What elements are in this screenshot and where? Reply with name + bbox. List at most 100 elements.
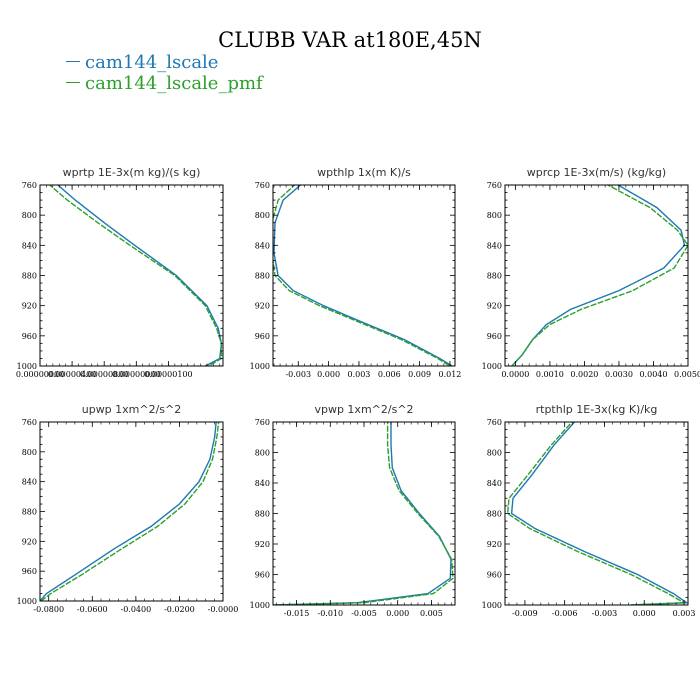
x-tick-label: 0.006 — [378, 370, 401, 379]
y-tick-label: 1000 — [482, 601, 502, 610]
x-tick-label: -0.006 — [552, 609, 578, 618]
y-tick-label: 840 — [22, 478, 37, 487]
x-tick-label: -0.0600 — [77, 605, 108, 614]
panel-1: wprtp 1E-3x(m kg)/(s kg) 760 800 840 880 920 9… — [16, 166, 224, 379]
y-tick-label: 960 — [487, 332, 502, 341]
x-tick-label: 0.000 — [386, 609, 409, 618]
y-tick-label: 880 — [487, 272, 502, 281]
legend-label-2: cam144_lscale_pmf — [85, 73, 263, 94]
y-tick-label: 880 — [255, 510, 270, 519]
x-tick-label: 0.005 — [420, 609, 443, 618]
series-line-2 — [273, 185, 451, 366]
y-tick-label: 880 — [487, 510, 502, 519]
plot-frame — [272, 184, 456, 367]
plot-frame — [39, 421, 224, 602]
x-tick-label: 0.009 — [408, 370, 431, 379]
x-tick-label: 0.000 — [633, 609, 656, 618]
y-tick-label: 800 — [255, 449, 270, 458]
y-tick-label: 1000 — [250, 362, 270, 371]
legend-line-2 — [66, 82, 80, 83]
panel-5: vpwp 1xm^2/s^2 760 800 840 880 920 960 1000 -0.0… — [250, 403, 456, 618]
panel-title: rtpthlp 1E-3x(kg K)/kg — [536, 403, 658, 416]
y-tick-label: 840 — [255, 241, 270, 250]
legend-label-1: cam144_lscale — [85, 52, 219, 73]
panel-title: upwp 1xm^2/s^2 — [82, 403, 182, 416]
x-tick-label: -0.0200 — [164, 605, 195, 614]
series-line-2 — [276, 422, 454, 605]
legend-item-2: cam144_lscale_pmf — [66, 73, 263, 94]
x-tick-label: 0.003 — [347, 370, 370, 379]
x-tick-label: 0.00000100 — [144, 370, 192, 379]
x-tick-label: 0.003 — [673, 609, 696, 618]
y-tick-label: 760 — [487, 181, 502, 190]
panel-title: wpthlp 1x(m K)/s — [317, 166, 411, 179]
y-tick-label: 800 — [22, 448, 37, 457]
series-line-1 — [273, 185, 453, 366]
y-tick-label: 760 — [22, 181, 37, 190]
y-tick-label: 960 — [255, 571, 270, 580]
panel-6: rtpthlp 1E-3x(kg K)/kg 760 800 840 880 920 960… — [482, 403, 696, 618]
y-tick-label: 1000 — [482, 362, 502, 371]
x-tick-label: 0.00000400 — [48, 370, 96, 379]
series-line-1 — [510, 422, 688, 605]
x-tick-label: 0.0030 — [605, 370, 633, 379]
x-tick-label: -0.015 — [284, 609, 310, 618]
x-tick-label: -0.0800 — [33, 605, 64, 614]
x-tick-label: -0.010 — [317, 609, 343, 618]
series-line-2 — [506, 422, 687, 605]
y-tick-label: 800 — [22, 211, 37, 220]
x-tick-label: 0.0020 — [570, 370, 598, 379]
y-tick-label: 840 — [487, 241, 502, 250]
x-tick-label: -0.003 — [285, 370, 311, 379]
x-tick-label: 0.012 — [438, 370, 461, 379]
x-tick-label: -0.0400 — [121, 605, 152, 614]
panel-title: wprtp 1E-3x(m kg)/(s kg) — [63, 166, 201, 179]
x-tick-label: -0.0000 — [208, 605, 239, 614]
y-tick-label: 1000 — [17, 362, 37, 371]
legend-item-1: cam144_lscale — [66, 52, 263, 73]
plot-frame — [272, 421, 456, 606]
y-tick-label: 920 — [487, 302, 502, 311]
y-tick-label: 960 — [487, 571, 502, 580]
y-tick-label: 760 — [22, 418, 37, 427]
legend-line-1 — [66, 61, 80, 62]
y-tick-label: 880 — [255, 272, 270, 281]
series-line-1 — [273, 422, 452, 605]
series-line-2 — [48, 185, 223, 366]
y-tick-label: 840 — [255, 479, 270, 488]
y-tick-label: 960 — [22, 332, 37, 341]
panel-title: vpwp 1xm^2/s^2 — [314, 403, 413, 416]
x-tick-label: 0.00000000 — [112, 370, 160, 379]
y-tick-label: 800 — [255, 211, 270, 220]
y-tick-label: 920 — [22, 302, 37, 311]
series-line-1 — [40, 422, 217, 601]
x-tick-label: -0.005 — [351, 609, 377, 618]
x-tick-label: -0.003 — [592, 609, 618, 618]
y-tick-label: 760 — [255, 418, 270, 427]
y-tick-label: 960 — [22, 567, 37, 576]
y-tick-label: 880 — [22, 508, 37, 517]
x-tick-label: 0.00000000 — [16, 370, 64, 379]
y-tick-label: 800 — [487, 211, 502, 220]
y-tick-label: 840 — [487, 479, 502, 488]
figure-title: CLUBB VAR at180E,45N — [218, 28, 482, 52]
series-line-1 — [511, 185, 686, 366]
y-tick-label: 880 — [22, 272, 37, 281]
panel-4: upwp 1xm^2/s^27608008408809209601000-0.0… — [17, 403, 239, 614]
series-line-2 — [40, 422, 220, 601]
panel-title: wprcp 1E-3x(m/s) (kg/kg) — [527, 166, 666, 179]
y-tick-label: 800 — [487, 449, 502, 458]
y-tick-label: 1000 — [17, 597, 37, 606]
plot-frame — [39, 184, 224, 367]
y-tick-label: 920 — [22, 537, 37, 546]
y-tick-label: 920 — [255, 302, 270, 311]
y-tick-label: 760 — [255, 181, 270, 190]
x-tick-label: 0.0040 — [639, 370, 667, 379]
x-tick-label: 0.0010 — [536, 370, 564, 379]
y-tick-label: 760 — [487, 418, 502, 427]
x-tick-label: 0.0000 — [501, 370, 529, 379]
series-line-2 — [511, 185, 688, 366]
legend: cam144_lscale cam144_lscale_pmf — [66, 52, 263, 94]
